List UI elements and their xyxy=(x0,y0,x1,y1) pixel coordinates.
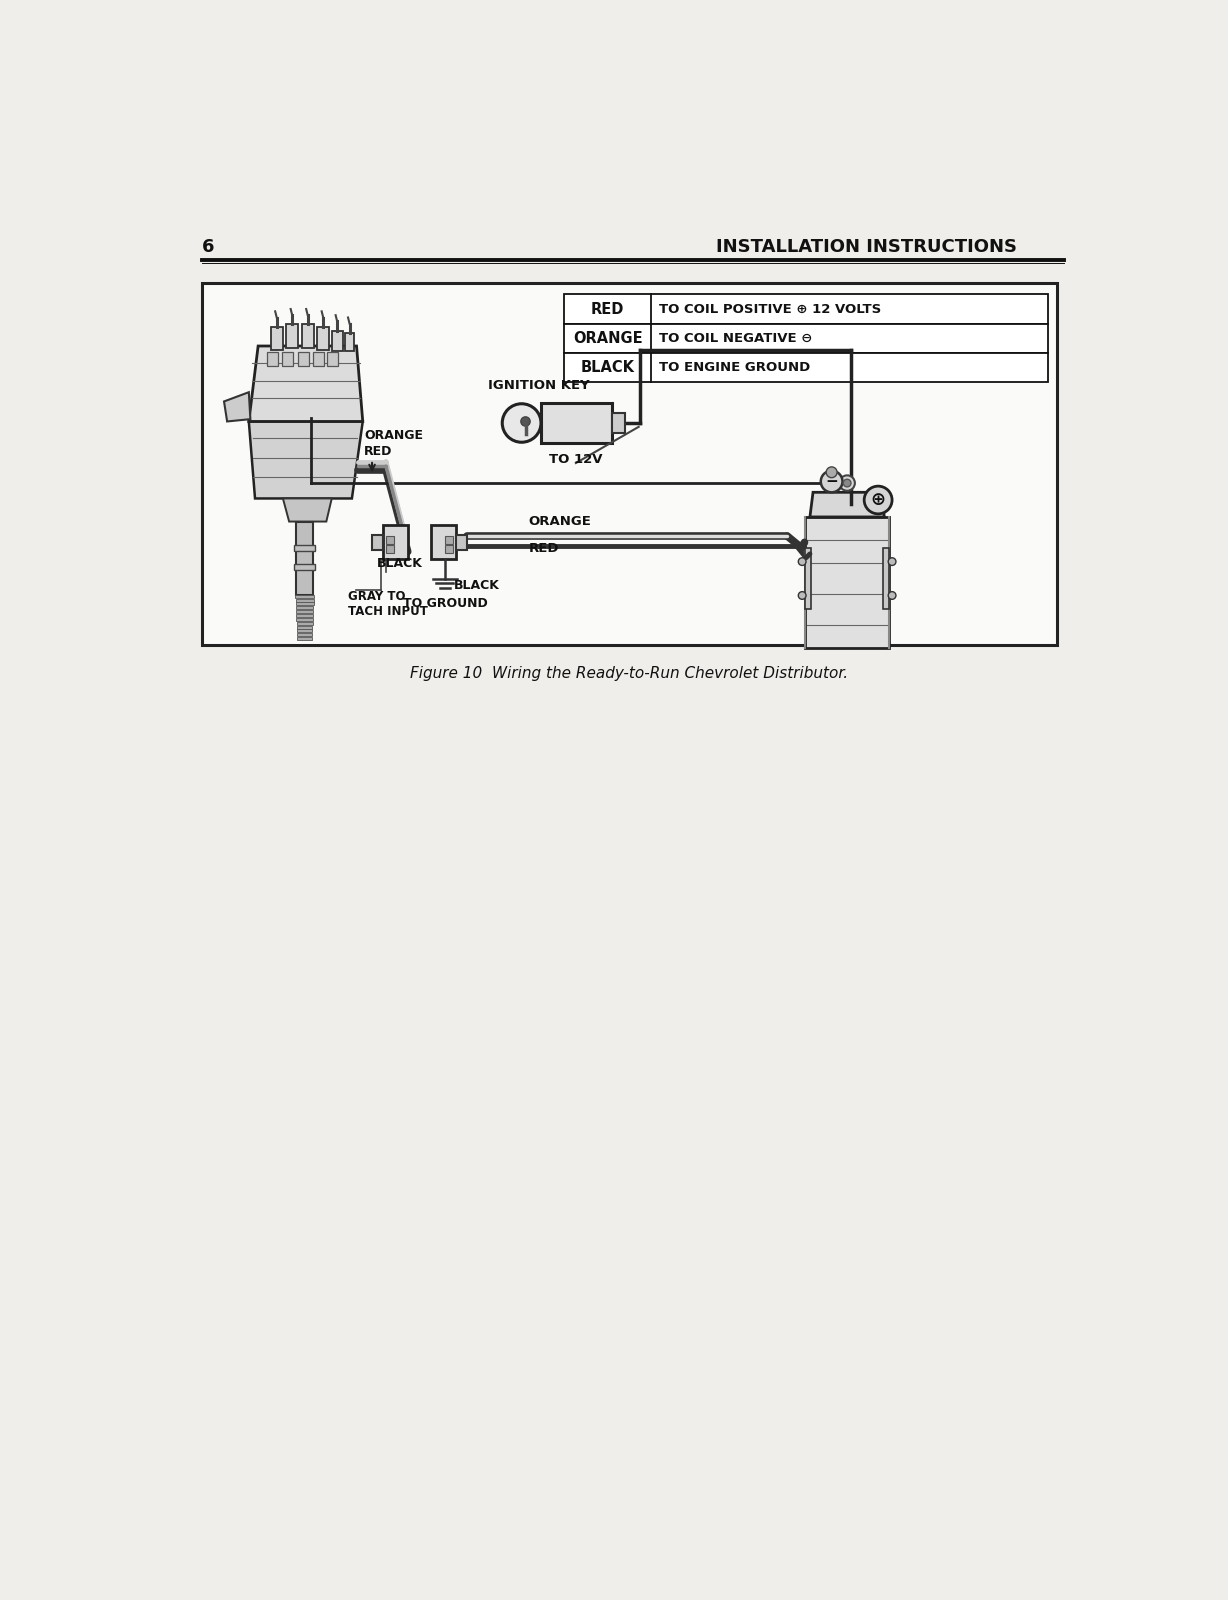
Bar xyxy=(201,283,1057,645)
Text: TO GROUND: TO GROUND xyxy=(403,597,488,610)
Bar xyxy=(456,534,467,550)
Bar xyxy=(297,634,312,637)
Text: INSTALLATION INSTRUCTIONS: INSTALLATION INSTRUCTIONS xyxy=(716,238,1017,256)
Text: TO ENGINE GROUND: TO ENGINE GROUND xyxy=(658,362,810,374)
Bar xyxy=(564,354,1047,382)
Circle shape xyxy=(521,418,530,426)
Bar xyxy=(293,544,316,550)
Bar xyxy=(445,546,453,554)
Text: BLACK: BLACK xyxy=(377,557,422,570)
Polygon shape xyxy=(810,493,884,517)
Bar xyxy=(313,352,324,366)
Text: TO COIL POSITIVE ⊕ 12 VOLTS: TO COIL POSITIVE ⊕ 12 VOLTS xyxy=(658,302,880,315)
Polygon shape xyxy=(249,346,362,421)
Bar xyxy=(386,536,394,544)
Bar xyxy=(296,614,313,618)
Text: BLACK: BLACK xyxy=(454,579,500,592)
Circle shape xyxy=(865,486,892,514)
Bar xyxy=(386,546,394,554)
Bar xyxy=(296,603,313,605)
Circle shape xyxy=(820,470,842,493)
Bar xyxy=(806,517,889,648)
Bar xyxy=(372,534,383,550)
Bar xyxy=(431,525,456,560)
Bar xyxy=(286,325,298,347)
Text: RED: RED xyxy=(591,301,624,317)
Bar xyxy=(266,352,278,366)
Bar xyxy=(282,352,293,366)
Text: GRAY TO
TACH INPUT: GRAY TO TACH INPUT xyxy=(348,590,427,618)
Bar xyxy=(883,547,889,610)
Bar xyxy=(293,563,316,570)
Text: 6: 6 xyxy=(201,238,214,256)
Text: RED: RED xyxy=(365,445,393,458)
Polygon shape xyxy=(282,499,332,522)
Bar xyxy=(806,547,812,610)
Text: IGNITION KEY: IGNITION KEY xyxy=(488,379,589,392)
Text: ORANGE: ORANGE xyxy=(572,331,642,346)
Bar xyxy=(270,326,282,350)
Text: ⊕: ⊕ xyxy=(871,491,885,509)
Bar xyxy=(297,629,312,632)
Circle shape xyxy=(826,467,837,478)
Bar xyxy=(564,323,1047,354)
Circle shape xyxy=(840,475,855,491)
Bar xyxy=(296,618,313,621)
Bar xyxy=(327,352,338,366)
Text: −: − xyxy=(825,474,837,490)
Bar xyxy=(345,333,354,352)
Polygon shape xyxy=(249,421,362,499)
Bar xyxy=(332,331,343,350)
Text: Figure 10  Wiring the Ready-to-Run Chevrolet Distributor.: Figure 10 Wiring the Ready-to-Run Chevro… xyxy=(410,666,849,680)
Bar xyxy=(296,522,313,595)
Text: TO COIL NEGATIVE ⊖: TO COIL NEGATIVE ⊖ xyxy=(658,331,812,344)
Bar xyxy=(317,326,329,350)
Bar xyxy=(297,622,313,624)
Bar xyxy=(296,606,313,610)
Bar xyxy=(613,413,625,434)
Text: BLACK: BLACK xyxy=(581,360,635,374)
Circle shape xyxy=(888,558,896,565)
Text: ORANGE: ORANGE xyxy=(528,515,592,528)
Bar xyxy=(542,403,613,443)
Circle shape xyxy=(798,558,806,565)
Bar xyxy=(297,637,312,640)
Bar xyxy=(302,325,314,347)
Bar xyxy=(296,598,313,602)
Bar xyxy=(383,525,408,560)
Bar xyxy=(296,610,313,613)
Text: RED: RED xyxy=(528,542,559,555)
Bar xyxy=(297,352,308,366)
Polygon shape xyxy=(223,392,251,421)
Bar xyxy=(295,595,314,598)
Circle shape xyxy=(888,592,896,600)
Bar xyxy=(564,294,1047,323)
Text: TO 12V: TO 12V xyxy=(549,453,602,466)
Text: ORANGE: ORANGE xyxy=(365,429,424,442)
Bar xyxy=(297,626,312,629)
Bar xyxy=(445,536,453,544)
Circle shape xyxy=(844,480,851,486)
Circle shape xyxy=(798,592,806,600)
Circle shape xyxy=(502,403,542,442)
